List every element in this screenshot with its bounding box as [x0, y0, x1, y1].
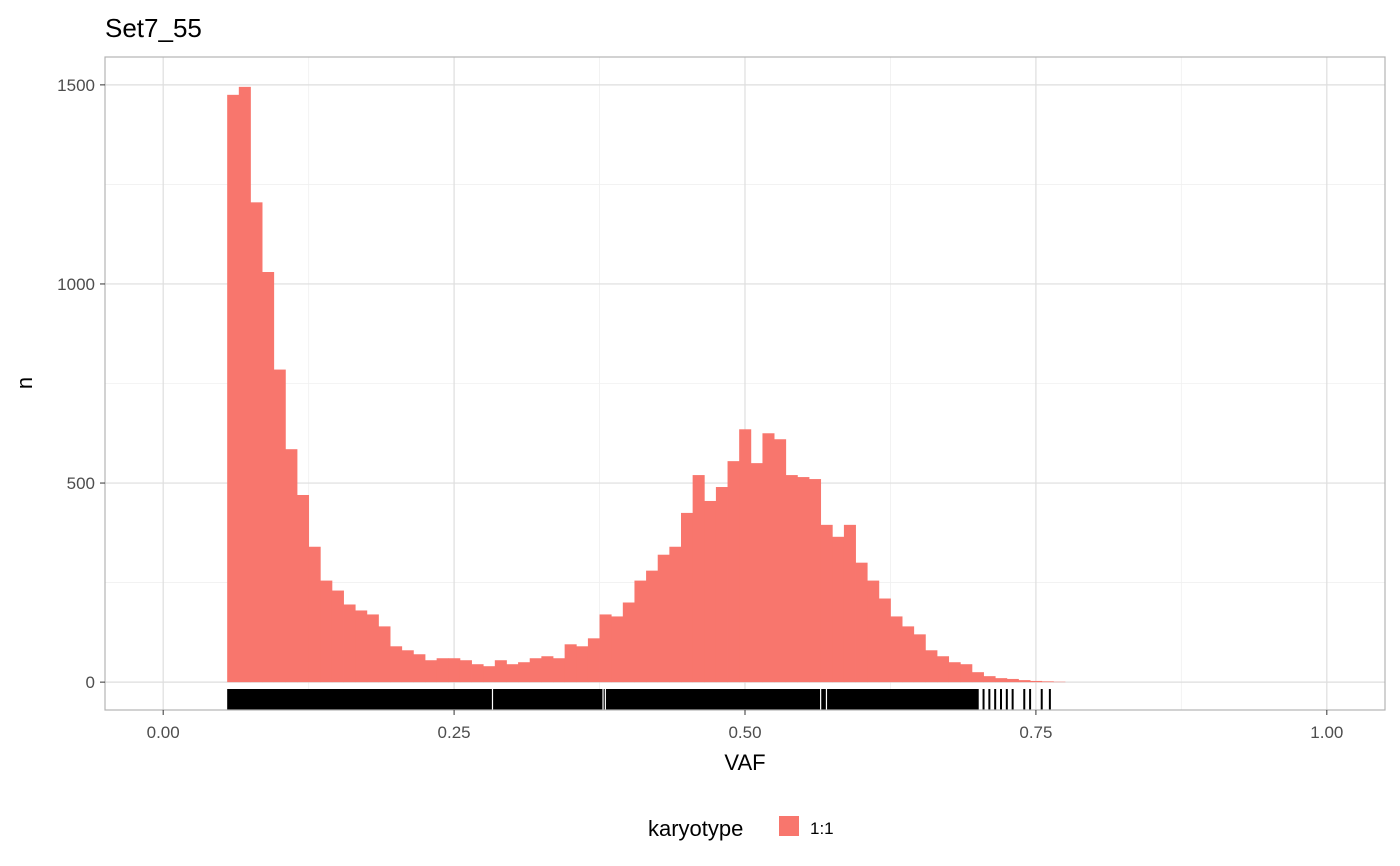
histogram-bar: [785, 475, 798, 683]
histogram-bar: [308, 546, 321, 683]
y-tick-label: 1000: [57, 275, 95, 294]
histogram-bar: [390, 646, 403, 683]
histogram-bar: [471, 664, 484, 683]
histogram-bar: [657, 554, 670, 683]
histogram-bar: [297, 494, 310, 683]
histogram-bar: [599, 614, 612, 683]
histogram-bar: [774, 439, 787, 683]
y-tick-label: 0: [86, 673, 95, 692]
histogram-bar: [843, 524, 856, 683]
legend: karyotype 1:1: [648, 816, 834, 841]
histogram-bar: [937, 656, 950, 683]
histogram-bar: [564, 644, 577, 683]
histogram-bar: [727, 461, 740, 683]
histogram-bar: [483, 666, 496, 683]
x-axis-title: VAF: [724, 750, 765, 775]
histogram-bar: [1041, 681, 1054, 683]
histogram-bar: [553, 658, 566, 683]
histogram-bar: [890, 616, 903, 683]
histogram-bar: [948, 662, 961, 683]
histogram-bar: [913, 634, 926, 683]
histogram-bar: [378, 626, 391, 683]
histogram-bar: [436, 658, 449, 683]
histogram-bar: [518, 662, 531, 683]
histogram-bar: [715, 487, 728, 683]
x-tick-label: 0.00: [147, 723, 180, 742]
histogram-bar: [739, 429, 752, 683]
histogram-bar: [855, 562, 868, 683]
histogram-bar: [285, 449, 298, 683]
histogram-bar: [227, 94, 240, 683]
histogram-bar: [692, 475, 705, 683]
histogram-bar: [366, 614, 379, 683]
histogram-bar: [355, 610, 368, 683]
histogram-bar: [902, 626, 915, 683]
y-axis-title: n: [12, 377, 37, 389]
y-axis-ticks: 0 500 1000 1500: [57, 76, 105, 692]
legend-label-1-1: 1:1: [810, 819, 834, 838]
histogram-bar: [669, 546, 682, 683]
histogram-bar: [832, 536, 845, 683]
histogram-bar: [878, 598, 891, 683]
histogram-bar: [611, 616, 624, 683]
histogram-bar: [506, 664, 519, 683]
histogram-bar: [983, 676, 996, 683]
histogram-bar: [646, 570, 659, 683]
histogram-bar: [576, 646, 589, 683]
histogram-bar: [494, 660, 507, 683]
histogram-bar: [1006, 678, 1019, 683]
histogram-bar: [448, 658, 461, 683]
histogram-bar: [681, 512, 694, 683]
histogram-bar: [622, 602, 635, 683]
histogram-bar: [1030, 680, 1043, 683]
chart-title: Set7_55: [105, 13, 202, 43]
histogram-bar: [425, 660, 438, 683]
histogram-bar: [634, 580, 647, 683]
histogram-bar: [459, 660, 472, 683]
histogram-bar: [250, 202, 263, 683]
histogram-bar: [960, 664, 973, 683]
histogram-bar: [797, 477, 810, 683]
y-tick-label: 500: [67, 474, 95, 493]
histogram-bar: [971, 672, 984, 683]
histogram-bar: [273, 369, 286, 683]
histogram-bar: [331, 590, 344, 683]
histogram-bar: [262, 272, 275, 683]
histogram-bar: [401, 650, 414, 683]
histogram-bar: [750, 463, 763, 683]
histogram-bar: [343, 604, 356, 683]
histogram-bar: [320, 580, 333, 683]
histogram-bar: [529, 658, 542, 683]
legend-key-1-1: [779, 816, 799, 836]
histogram-bar: [704, 500, 717, 683]
y-tick-label: 1500: [57, 76, 95, 95]
histogram-bar: [925, 650, 938, 683]
x-tick-label: 0.75: [1019, 723, 1052, 742]
histogram-bar: [995, 678, 1008, 683]
x-axis-ticks: 0.00 0.25 0.50 0.75 1.00: [147, 710, 1343, 742]
histogram-bar: [238, 86, 251, 683]
x-tick-label: 0.25: [438, 723, 471, 742]
histogram-bar: [762, 433, 775, 683]
histogram-bar: [809, 479, 822, 683]
histogram-bar: [413, 654, 426, 683]
histogram-bar: [1018, 680, 1031, 683]
histogram-bar: [820, 524, 833, 683]
legend-title: karyotype: [648, 816, 743, 841]
histogram-bar: [867, 580, 880, 683]
histogram-bar: [587, 638, 600, 683]
histogram-bar: [541, 656, 554, 683]
x-tick-label: 0.50: [728, 723, 761, 742]
x-tick-label: 1.00: [1310, 723, 1343, 742]
histogram-bars: [227, 86, 1066, 683]
rug-marks: [227, 689, 1051, 710]
